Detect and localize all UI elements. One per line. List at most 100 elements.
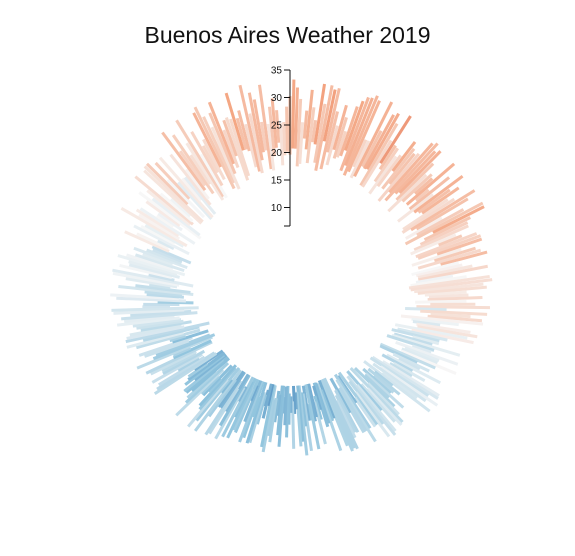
- day-bar: [208, 387, 240, 435]
- axis-tick-label: 10: [271, 203, 283, 214]
- day-bar: [420, 309, 488, 316]
- day-bar: [145, 162, 189, 206]
- day-bar: [144, 339, 190, 358]
- radial-axis: 10 15 20 25 30 35: [271, 66, 291, 227]
- day-bar: [132, 318, 182, 328]
- day-bar: [373, 147, 399, 183]
- day-bar: [360, 383, 396, 423]
- day-bar: [183, 358, 224, 393]
- day-bar: [401, 347, 438, 365]
- day-bar: [398, 357, 421, 371]
- day-bar: [146, 189, 192, 227]
- day-bar: [405, 216, 443, 240]
- day-bar: [414, 282, 484, 294]
- day-bar: [140, 320, 192, 332]
- day-bar: [145, 340, 213, 375]
- day-bar: [118, 284, 194, 297]
- day-bar: [411, 344, 432, 354]
- day-bar: [427, 296, 483, 302]
- day-bar: [260, 384, 276, 448]
- day-bar: [326, 111, 340, 153]
- day-bar: [234, 378, 260, 434]
- day-bar: [410, 278, 493, 292]
- day-bar: [198, 364, 238, 407]
- day-bar: [175, 119, 225, 198]
- day-bar: [295, 98, 303, 167]
- day-bar: [251, 396, 262, 418]
- day-bar: [363, 360, 431, 413]
- day-bar: [135, 208, 180, 238]
- day-bar: [411, 247, 462, 267]
- day-bar: [314, 382, 331, 424]
- day-bar: [372, 362, 427, 403]
- day-bar: [275, 110, 281, 143]
- day-bar: [138, 191, 202, 240]
- day-bar: [391, 141, 417, 172]
- day-bar: [184, 168, 210, 200]
- day-bar: [178, 150, 207, 187]
- day-bar: [408, 274, 490, 290]
- day-bar: [335, 130, 348, 158]
- day-bar: [110, 293, 179, 301]
- day-bar: [207, 378, 237, 418]
- day-bar: [146, 248, 182, 265]
- day-bar: [247, 92, 264, 161]
- day-bar: [218, 374, 251, 427]
- day-bar: [237, 386, 248, 403]
- day-bar: [120, 206, 188, 248]
- day-bar: [172, 346, 192, 357]
- day-bar: [381, 147, 416, 190]
- day-bar: [332, 104, 348, 151]
- day-bar: [302, 110, 309, 139]
- day-bar: [136, 319, 184, 330]
- day-bar: [417, 264, 473, 280]
- day-bar: [229, 118, 251, 177]
- day-bar: [193, 369, 243, 432]
- day-bar: [158, 355, 206, 387]
- day-bar: [386, 334, 435, 352]
- day-bar: [417, 248, 482, 270]
- day-bar: [249, 384, 259, 402]
- day-bar: [305, 383, 317, 422]
- day-bar: [384, 142, 439, 202]
- day-bar: [411, 317, 459, 327]
- day-bar: [219, 371, 246, 409]
- day-bar: [187, 351, 226, 381]
- day-bar: [312, 385, 323, 411]
- day-bar: [401, 173, 433, 203]
- day-bar: [261, 383, 273, 419]
- day-bar: [317, 379, 336, 419]
- day-bar: [323, 377, 359, 450]
- day-bar: [381, 371, 418, 400]
- day-bar: [138, 336, 193, 357]
- day-bar: [427, 314, 483, 323]
- day-bar: [313, 103, 327, 164]
- day-bar: [432, 205, 485, 234]
- day-bar: [186, 370, 218, 399]
- day-bar: [388, 142, 434, 194]
- day-bar: [202, 116, 236, 184]
- day-bar: [371, 355, 439, 400]
- day-bar: [311, 119, 318, 143]
- day-bar: [304, 89, 314, 150]
- day-bar: [333, 373, 372, 430]
- day-bar: [183, 176, 217, 215]
- day-bar: [172, 339, 212, 360]
- day-bar: [400, 314, 484, 326]
- day-bar: [224, 373, 250, 413]
- day-bar: [395, 340, 459, 366]
- day-bar: [424, 290, 467, 297]
- day-bar: [410, 189, 476, 232]
- day-bar: [198, 366, 237, 411]
- day-bar: [125, 321, 210, 344]
- day-bar: [151, 353, 203, 384]
- day-bar: [255, 394, 267, 425]
- day-bar: [143, 169, 203, 225]
- day-bar: [338, 386, 368, 432]
- day-bar: [153, 352, 218, 396]
- day-bar: [334, 389, 360, 433]
- day-bar: [436, 237, 483, 256]
- day-bar: [125, 277, 178, 289]
- day-bar: [157, 239, 175, 250]
- day-bar: [190, 131, 224, 187]
